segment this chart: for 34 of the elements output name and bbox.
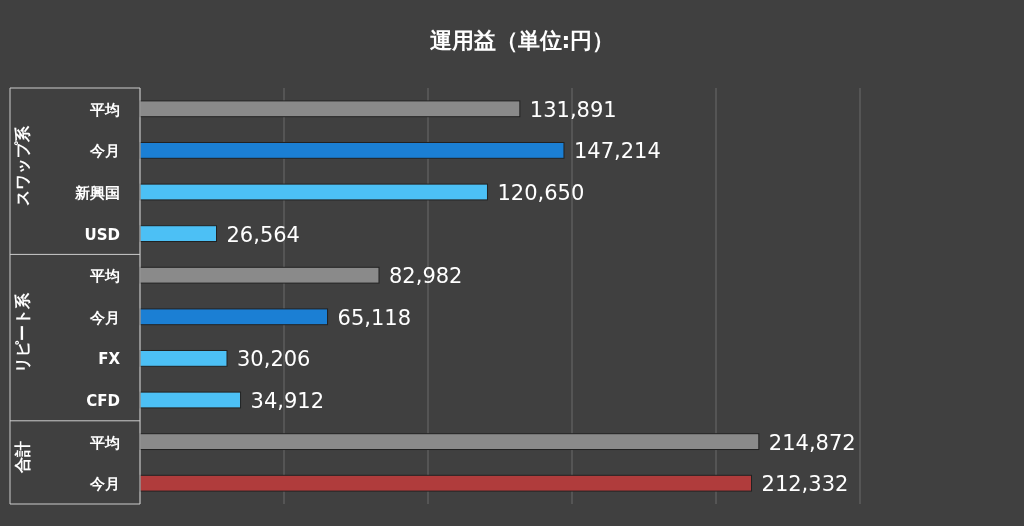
y-tick-label: 今月 [89, 142, 120, 161]
bar [139, 391, 242, 409]
data-label: 120,650 [497, 181, 585, 205]
text: リピート系 [13, 291, 32, 373]
data-label: 26,564 [226, 222, 300, 247]
y-tick-label: CFD [86, 392, 120, 410]
data-label: 131,891 [529, 97, 617, 122]
data-label: 214,872 [768, 430, 856, 455]
bar [139, 350, 228, 367]
data-label: 34,912 [250, 389, 325, 413]
data-label: 30,206 [236, 347, 311, 372]
y-tick-label: 今月 [89, 308, 120, 327]
bar [139, 142, 565, 159]
data-label: 147,214 [573, 139, 661, 164]
data-label: 82,982 [388, 264, 463, 289]
text: スワップ系 [13, 125, 32, 207]
y-tick-label: 平均 [89, 267, 120, 286]
y-tick-label: 新興国 [74, 184, 120, 202]
bar [139, 183, 488, 201]
chart-title: 運用益（単位:円） [429, 28, 615, 53]
y-tick-label: 平均 [89, 433, 120, 452]
text: 合計 [13, 441, 32, 475]
y-tick-label: USD [84, 225, 120, 244]
bar [139, 225, 217, 242]
y-tick-label: FX [98, 350, 121, 369]
bar [139, 474, 753, 492]
data-label: 212,332 [761, 472, 849, 497]
bar [139, 100, 521, 118]
y-tick-label: 平均 [89, 100, 120, 119]
bar [139, 266, 380, 284]
bar [139, 433, 760, 450]
y-tick-label: 今月 [89, 475, 120, 494]
data-label: 65,118 [337, 305, 412, 330]
bar [139, 308, 329, 326]
